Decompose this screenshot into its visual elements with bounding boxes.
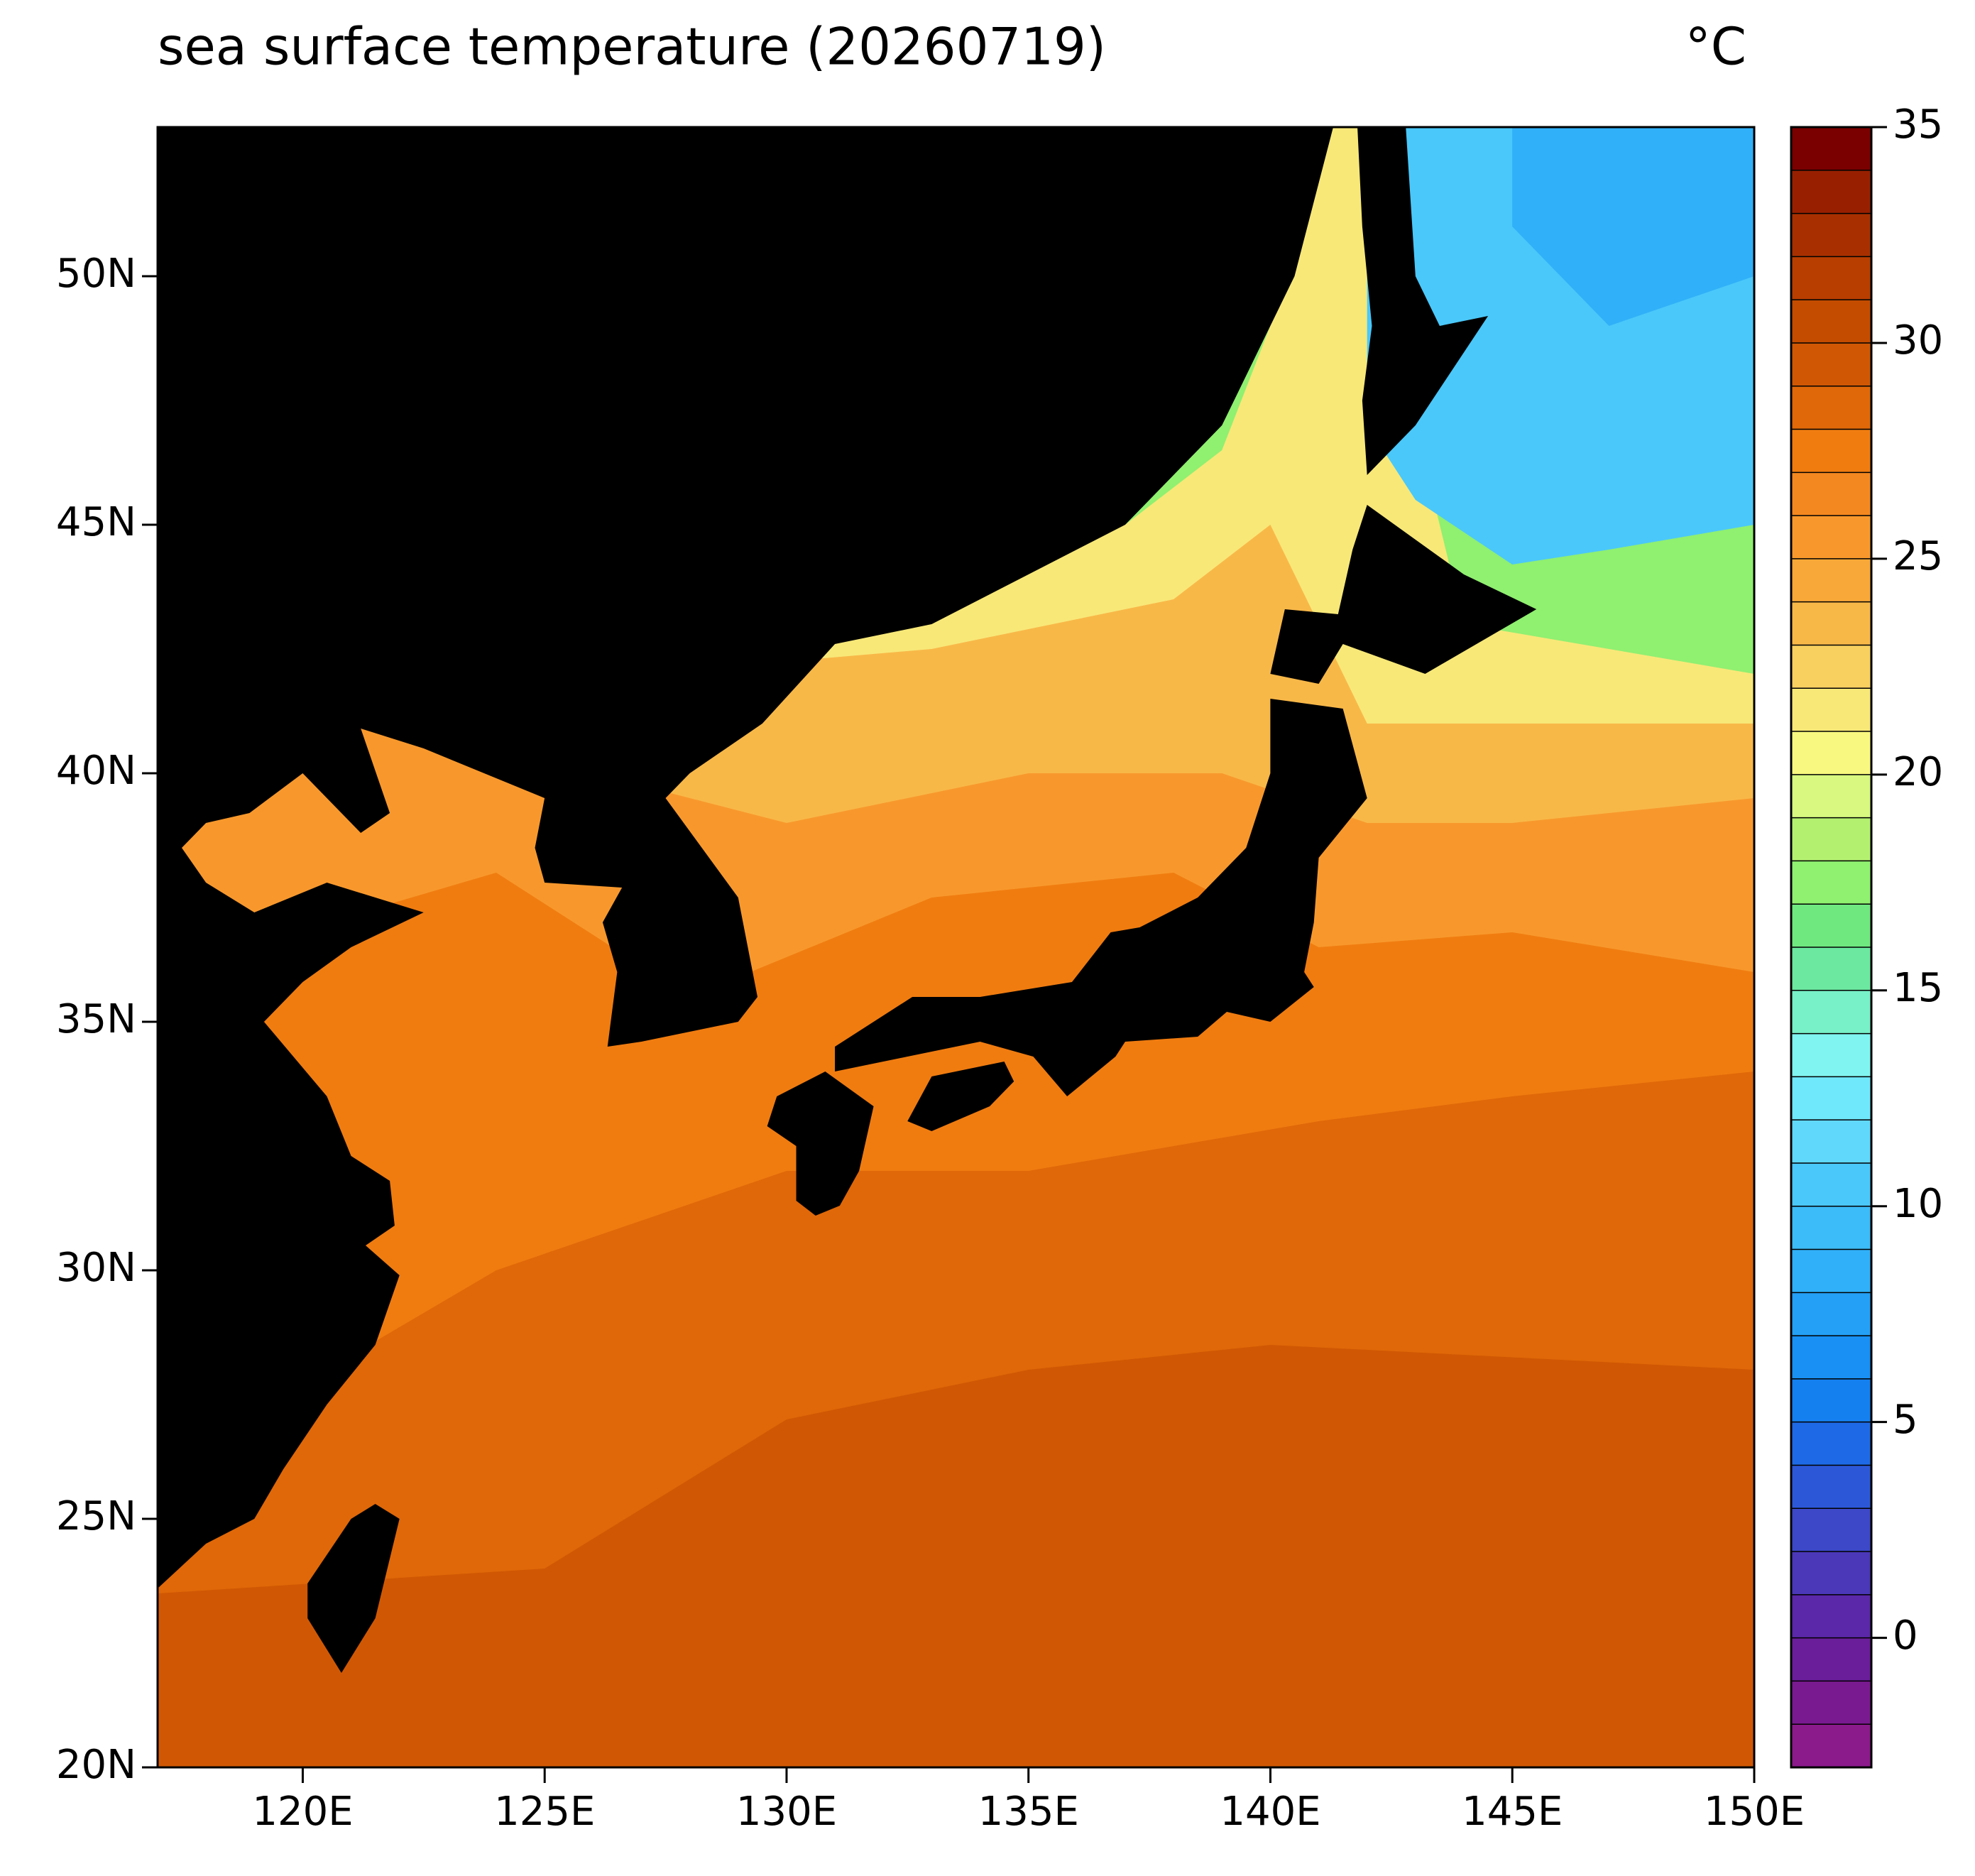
colorbar-segment [1791,1465,1871,1509]
colorbar-segment [1791,1551,1871,1595]
colorbar-segment [1791,516,1871,559]
colorbar-segment [1791,558,1871,602]
x-tick-label: 130E [736,1789,837,1835]
x-tick-label: 120E [252,1789,353,1835]
colorbar-segment [1791,947,1871,991]
colorbar-segment [1791,1681,1871,1725]
colorbar-segment [1791,1120,1871,1163]
y-tick-label: 50N [56,251,136,297]
colorbar-segment [1791,300,1871,343]
colorbar-segment [1791,1162,1871,1206]
chart-title: sea surface temperature (20260719) [158,17,1106,77]
colorbar-segment [1791,645,1871,689]
colorbar-segment [1791,1336,1871,1379]
colorbar-segment [1791,170,1871,214]
y-tick-label: 35N [56,996,136,1042]
colorbar-segment [1791,1422,1871,1466]
y-tick-label: 25N [56,1493,136,1539]
colorbar-segment [1791,731,1871,775]
colorbar-tick-label: 0 [1893,1613,1918,1659]
colorbar-segment [1791,1206,1871,1250]
colorbar-segment [1791,429,1871,473]
colorbar-segment [1791,774,1871,818]
colorbar-segment [1791,1249,1871,1293]
x-tick-label: 140E [1220,1789,1320,1835]
units-label: °C [1685,17,1746,77]
colorbar-segment [1791,213,1871,257]
colorbar-segment [1791,256,1871,300]
map [158,127,1754,1767]
land [158,127,1537,1673]
colorbar-segment [1791,1292,1871,1336]
x-tick-label: 135E [978,1789,1079,1835]
colorbar-tick-label: 5 [1893,1397,1918,1443]
colorbar-segment [1791,127,1871,170]
colorbar-tick-label: 35 [1893,102,1943,148]
colorbar-segment [1791,904,1871,947]
x-tick-label: 125E [494,1789,595,1835]
sst-field [158,127,1754,1767]
colorbar-segment [1791,1594,1871,1638]
colorbar-segment [1791,817,1871,861]
colorbar-segment [1791,688,1871,732]
colorbar-segment [1791,990,1871,1034]
colorbar-segment [1791,1378,1871,1422]
colorbar-segment [1791,472,1871,516]
colorbar-segment [1791,342,1871,386]
colorbar-frame [1790,126,1873,1769]
colorbar-segment [1791,1724,1871,1767]
y-tick-label: 30N [56,1245,136,1291]
colorbar-segment [1791,601,1871,645]
colorbar-segment [1791,1508,1871,1552]
colorbar-segment [1791,386,1871,430]
plot-frame [156,126,1756,1769]
colorbar-tick-label: 20 [1893,749,1943,795]
x-tick-label: 145E [1462,1789,1563,1835]
y-tick-label: 20N [56,1742,136,1788]
x-tick-label: 150E [1704,1789,1805,1835]
colorbar-segment [1791,1033,1871,1077]
colorbar-segment [1791,861,1871,905]
colorbar-segment [1791,1076,1871,1120]
colorbar-tick-label: 15 [1893,965,1943,1011]
colorbar-segment [1791,1637,1871,1681]
colorbar-tick-label: 25 [1893,533,1943,579]
y-tick-label: 40N [56,748,136,794]
colorbar-tick-label: 10 [1893,1181,1943,1227]
colorbar-tick-label: 30 [1893,317,1943,364]
y-tick-label: 45N [56,499,136,545]
